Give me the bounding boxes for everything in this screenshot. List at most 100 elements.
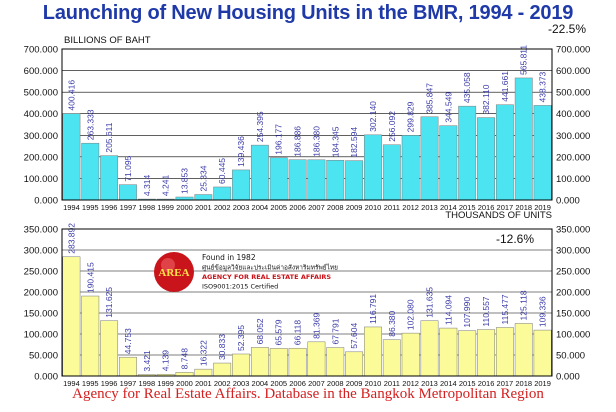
bottom-data-label: 115.477 — [500, 294, 510, 324]
top-ytick-left: 200.000 — [24, 152, 58, 163]
area-logo-line: ศูนย์ข้อมูลวิจัยและประเมินค่าอสังหาริมทร… — [202, 264, 338, 272]
bottom-data-label: 190.415 — [85, 262, 95, 293]
bottom-ytick-left: 50.000 — [29, 351, 58, 362]
top-bar — [439, 125, 458, 201]
top-bar — [477, 117, 495, 201]
bottom-change-label: -12.6% — [496, 232, 534, 246]
bottom-ytick-right: 100.000 — [556, 330, 590, 341]
top-xtick: 1996 — [101, 203, 118, 212]
bottom-bar — [382, 339, 401, 377]
bottom-bar — [439, 327, 458, 377]
top-bar — [250, 144, 269, 201]
top-data-label: 25.334 — [198, 165, 208, 191]
top-xtick: 1998 — [138, 203, 155, 212]
bottom-bar — [269, 348, 288, 377]
area-logo-line: AGENCY FOR REAL ESTATE AFFAIRS — [202, 273, 331, 281]
top-data-label: 184.345 — [330, 126, 340, 157]
bottom-bar — [250, 347, 269, 377]
top-xtick: 2001 — [195, 203, 212, 212]
top-xtick: 2005 — [270, 203, 287, 212]
top-xtick: 2012 — [402, 203, 419, 212]
top-ytick-right: 500.000 — [556, 88, 590, 99]
area-logo-highlight — [161, 258, 175, 272]
top-ytick-right: 200.000 — [556, 152, 590, 163]
top-xtick: 2003 — [233, 203, 250, 212]
bottom-xtick: 2001 — [195, 379, 212, 388]
top-plot-frame — [61, 48, 553, 201]
bottom-data-label: 3.421 — [142, 350, 152, 372]
bottom-ytick-left: 100.000 — [24, 330, 58, 341]
top-unit-label: BILLIONS OF BAHT — [64, 35, 151, 46]
top-data-label: 344.549 — [443, 92, 453, 123]
top-bar — [514, 77, 533, 201]
top-bar — [288, 159, 307, 201]
top-data-label: 382.110 — [481, 84, 491, 114]
bottom-bar — [62, 256, 81, 377]
bottom-data-label: 4.139 — [161, 350, 171, 372]
top-data-label: 299.829 — [406, 101, 416, 132]
bottom-ytick-right: 150.000 — [556, 309, 590, 320]
bottom-xtick: 2010 — [365, 379, 382, 388]
top-ytick-right: 300.000 — [556, 131, 590, 142]
bottom-data-label: 52.395 — [236, 325, 246, 351]
bottom-xtick: 2000 — [176, 379, 193, 388]
top-bar — [533, 105, 552, 201]
top-ytick-left: 300.000 — [24, 131, 58, 142]
top-data-label: 565.811 — [519, 45, 529, 75]
bottom-bar — [345, 351, 364, 377]
bottom-bar — [326, 347, 345, 377]
bottom-data-label: 8.748 — [180, 348, 190, 370]
bottom-bar — [477, 329, 495, 377]
top-data-label: 385.847 — [425, 83, 435, 114]
bottom-data-label: 86.380 — [387, 310, 397, 336]
top-ytick-left: 0.000 — [34, 196, 58, 207]
bottom-xtick: 2014 — [440, 379, 457, 388]
top-xtick: 1994 — [63, 203, 80, 212]
bottom-plot-frame — [61, 228, 553, 377]
bottom-data-label: 114.094 — [443, 295, 453, 325]
top-bar — [62, 113, 81, 201]
bottom-unit-label: THOUSANDS OF UNITS — [445, 210, 552, 221]
bottom-bar — [232, 353, 250, 377]
top-ytick-right: 0.000 — [556, 196, 580, 207]
top-bar — [119, 184, 137, 201]
top-xtick: 2010 — [365, 203, 382, 212]
bottom-xtick: 1995 — [82, 379, 99, 388]
top-data-label: 441.661 — [500, 71, 510, 102]
bottom-xtick: 1994 — [63, 379, 80, 388]
bottom-ytick-right: 50.000 — [556, 351, 585, 362]
bottom-ytick-right: 300.000 — [556, 246, 590, 257]
bottom-data-label: 57.604 — [349, 323, 359, 349]
top-bar — [326, 159, 345, 201]
bottom-xtick: 2007 — [308, 379, 325, 388]
top-xtick: 2009 — [346, 203, 363, 212]
top-change-label: -22.5% — [548, 22, 586, 36]
top-bar — [307, 159, 326, 201]
bottom-ytick-right: 200.000 — [556, 288, 590, 299]
bottom-ytick-left: 300.000 — [24, 246, 58, 257]
bottom-xtick: 2012 — [402, 379, 419, 388]
top-xtick: 1995 — [82, 203, 99, 212]
top-xtick: 2006 — [289, 203, 306, 212]
bottom-bar — [119, 356, 137, 377]
top-data-label: 254.395 — [255, 111, 265, 142]
top-data-label: 400.416 — [66, 80, 76, 111]
top-data-label: 186.380 — [311, 126, 321, 157]
top-bar — [81, 142, 100, 201]
top-data-label: 60.445 — [217, 158, 227, 184]
bottom-bar — [100, 320, 119, 377]
top-bar — [420, 116, 439, 201]
top-xtick: 2002 — [214, 203, 231, 212]
bottom-ytick-left: 0.000 — [34, 372, 58, 383]
top-ytick-left: 100.000 — [24, 174, 58, 185]
bottom-ytick-left: 150.000 — [24, 309, 58, 320]
top-xtick: 2019 — [534, 203, 551, 212]
top-data-label: 435.058 — [462, 72, 472, 103]
bottom-xtick: 2008 — [327, 379, 344, 388]
area-logo-line: ISO9001:2015 Certified — [202, 283, 278, 291]
top-bar — [232, 169, 250, 201]
bottom-bar — [288, 347, 307, 377]
bottom-bar — [533, 329, 552, 377]
top-xtick: 1997 — [120, 203, 137, 212]
